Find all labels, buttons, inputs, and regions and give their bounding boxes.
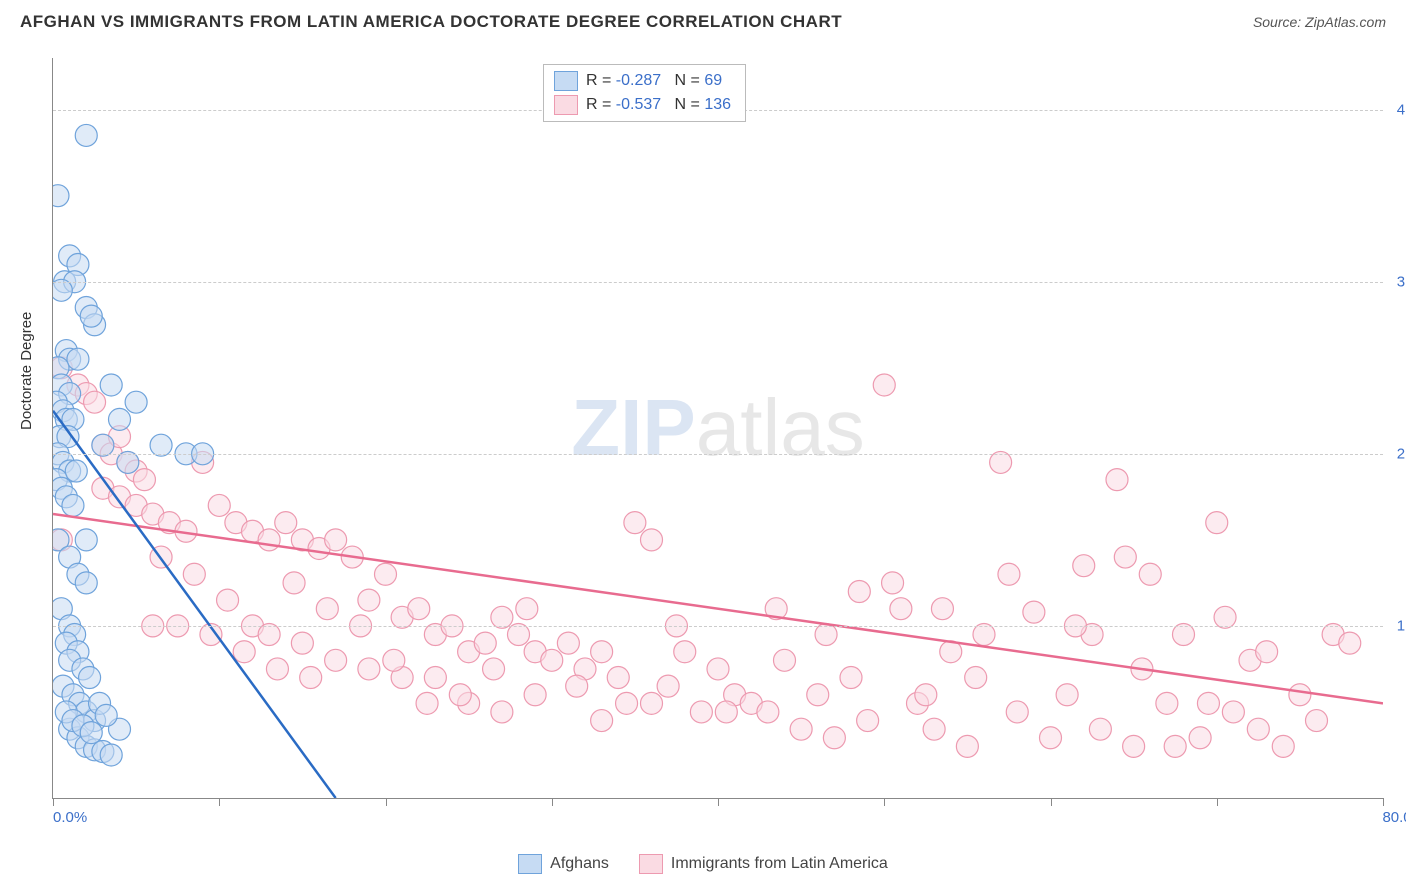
y-tick-label: 3.0% <box>1397 273 1406 290</box>
swatch-afghans <box>518 854 542 874</box>
legend-item-latin: Immigrants from Latin America <box>639 854 888 874</box>
correlation-box: R = -0.287 N = 69R = -0.537 N = 136 <box>543 64 746 122</box>
scatter-chart: ZIPatlas 1.0%2.0%3.0%4.0%0.0%80.0%R = -0… <box>52 58 1383 799</box>
swatch-latin <box>639 854 663 874</box>
series-legend: Afghans Immigrants from Latin America <box>0 854 1406 874</box>
chart-title: AFGHAN VS IMMIGRANTS FROM LATIN AMERICA … <box>20 12 842 32</box>
x-tick-label-first: 0.0% <box>53 809 87 826</box>
x-tick-label-last: 80.0% <box>1382 809 1406 826</box>
y-tick-label: 4.0% <box>1397 101 1406 118</box>
y-tick-label: 2.0% <box>1397 445 1406 462</box>
y-axis-label: Doctorate Degree <box>18 312 35 430</box>
chart-canvas <box>53 58 1383 798</box>
legend-label-latin: Immigrants from Latin America <box>671 855 888 873</box>
legend-item-afghans: Afghans <box>518 854 609 874</box>
y-tick-label: 1.0% <box>1397 617 1406 634</box>
source-attribution: Source: ZipAtlas.com <box>1253 14 1386 30</box>
legend-label-afghans: Afghans <box>550 855 609 873</box>
